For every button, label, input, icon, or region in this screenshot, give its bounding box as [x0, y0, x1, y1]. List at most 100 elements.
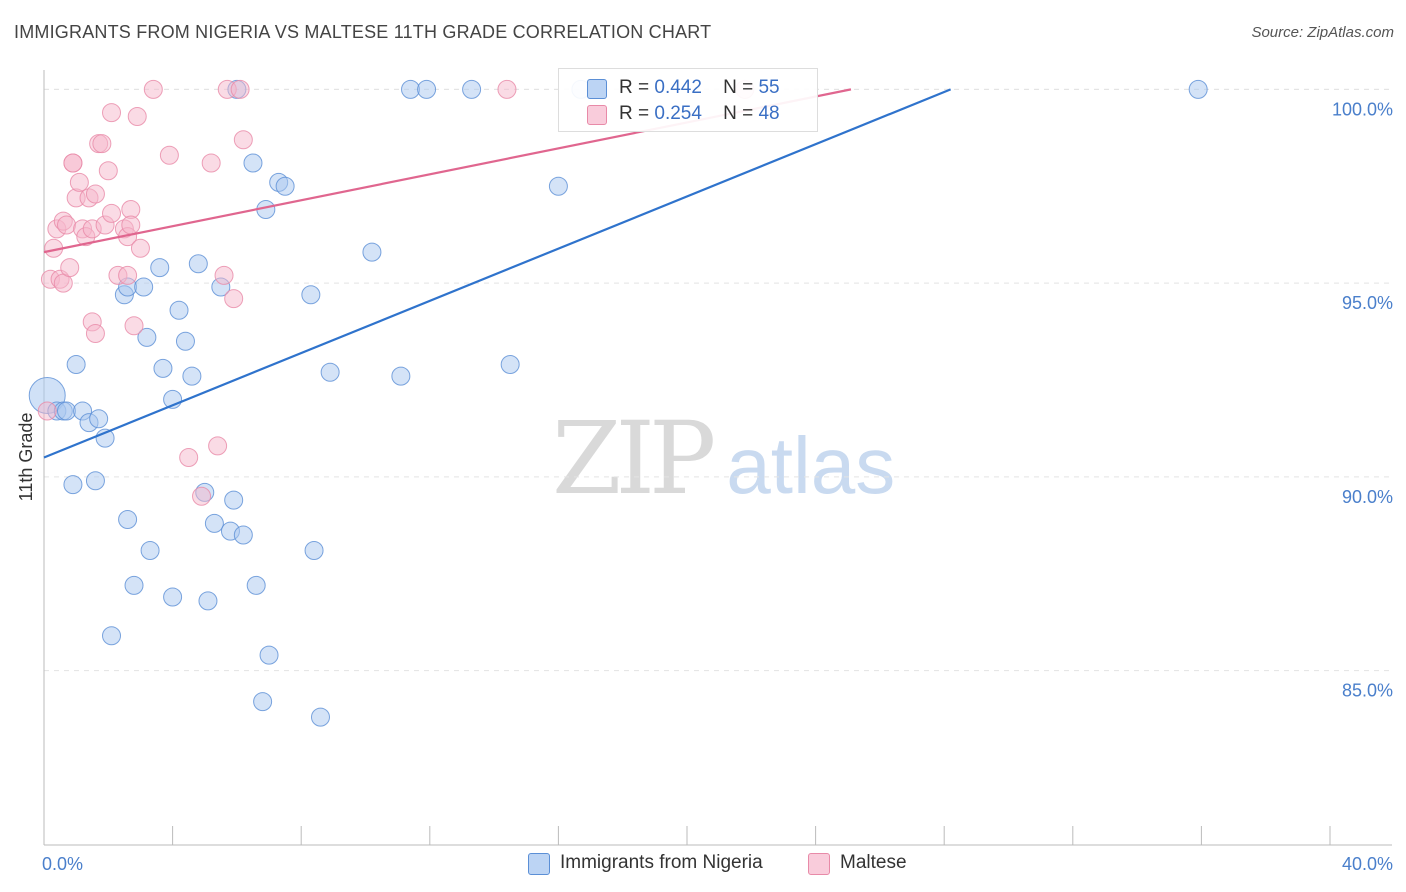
point-nigeria [118, 510, 138, 529]
point-nigeria [548, 176, 568, 196]
point-maltese [37, 401, 57, 421]
point-maltese [118, 265, 138, 285]
legend-n-value-maltese: 48 [758, 103, 780, 124]
point-nigeria [1188, 79, 1208, 99]
point-nigeria [102, 626, 122, 646]
point-nigeria [259, 645, 279, 665]
legend-swatch-pink [808, 853, 830, 875]
y-tick-label: 90.0% [1342, 487, 1393, 507]
point-nigeria [253, 692, 273, 712]
point-nigeria [500, 355, 520, 374]
point-maltese [497, 79, 517, 99]
point-nigeria [224, 490, 244, 510]
gridlines [44, 88, 1392, 672]
point-nigeria [163, 587, 183, 607]
data-points [28, 79, 1208, 727]
legend-r-value-nigeria: 0.442 [654, 77, 702, 98]
legend-swatch-blue [587, 79, 607, 99]
point-nigeria [310, 707, 330, 727]
point-maltese [233, 130, 253, 150]
point-nigeria [66, 355, 86, 374]
trend-line-nigeria [43, 88, 952, 459]
correlation-legend: R = 0.442 N = 55 R = 0.254 N = 48 [558, 68, 818, 132]
point-maltese [179, 448, 199, 467]
trend-lines [43, 88, 952, 459]
point-maltese [224, 289, 244, 309]
legend-r-value-maltese: 0.254 [654, 103, 702, 124]
point-nigeria [150, 258, 170, 278]
x-tick-label-max: 40.0% [1342, 854, 1393, 874]
legend-r-label: R = [619, 103, 650, 124]
legend-n-label: N = [723, 103, 754, 124]
x-tick-label-min: 0.0% [42, 854, 83, 874]
point-nigeria [85, 471, 105, 491]
legend-swatch-pink [587, 105, 607, 125]
y-axis-title: 11th Grade [16, 413, 36, 502]
watermark: ZIP atlas [552, 400, 895, 517]
point-maltese [60, 258, 80, 278]
legend-label-nigeria: Immigrants from Nigeria [560, 852, 763, 873]
point-nigeria [417, 79, 437, 99]
point-nigeria [304, 541, 324, 560]
axis-labels: 85.0% 90.0% 95.0% 100.0% 0.0% 40.0% 11th Grade [16, 99, 1393, 874]
point-nigeria [246, 575, 266, 595]
point-maltese [230, 79, 250, 99]
y-tick-label: 95.0% [1342, 293, 1393, 313]
legend-n-label: N = [723, 77, 754, 98]
point-nigeria [462, 79, 482, 99]
point-nigeria [275, 176, 295, 196]
point-nigeria [320, 362, 340, 382]
source-label: Source: ZipAtlas.com [1251, 24, 1394, 41]
point-maltese [85, 324, 105, 343]
axes [43, 70, 1392, 846]
chart-title: IMMIGRANTS FROM NIGERIA VS MALTESE 11TH … [14, 22, 712, 42]
point-maltese [102, 103, 122, 123]
point-maltese [201, 153, 221, 173]
point-nigeria [89, 409, 109, 429]
point-maltese [130, 238, 150, 258]
point-maltese [159, 145, 179, 165]
point-nigeria [134, 277, 154, 297]
point-nigeria [391, 366, 411, 386]
point-nigeria [188, 254, 208, 274]
point-maltese [102, 203, 122, 223]
point-nigeria [137, 327, 157, 347]
y-tick-label: 85.0% [1342, 681, 1393, 701]
y-tick-label: 100.0% [1332, 99, 1393, 119]
point-nigeria [301, 285, 321, 305]
point-maltese [143, 79, 163, 99]
point-nigeria [63, 475, 83, 495]
point-nigeria [153, 358, 173, 378]
point-maltese [98, 161, 118, 181]
point-nigeria [362, 242, 382, 262]
point-nigeria [401, 79, 421, 99]
point-maltese [208, 436, 228, 456]
legend-swatch-blue [528, 853, 550, 875]
legend-r-label: R = [619, 77, 650, 98]
point-maltese [63, 153, 83, 173]
point-nigeria [124, 575, 144, 595]
point-nigeria [182, 366, 202, 386]
point-nigeria [57, 401, 77, 421]
legend-label-maltese: Maltese [840, 852, 907, 873]
point-maltese [214, 265, 234, 285]
point-maltese [127, 107, 147, 126]
point-nigeria [198, 591, 218, 611]
point-maltese [121, 215, 141, 235]
point-nigeria [204, 513, 224, 533]
point-nigeria [169, 300, 189, 320]
point-nigeria [140, 541, 160, 560]
point-nigeria [243, 153, 263, 173]
point-maltese [57, 215, 77, 235]
point-maltese [124, 316, 144, 336]
point-maltese [92, 134, 112, 154]
point-maltese [192, 486, 212, 506]
legend-n-value-nigeria: 55 [758, 77, 780, 98]
point-maltese [85, 184, 105, 204]
point-maltese [69, 172, 89, 192]
point-nigeria [175, 331, 195, 351]
watermark-zip: ZIP [552, 400, 716, 517]
watermark-atlas: atlas [726, 421, 896, 510]
point-nigeria [233, 525, 253, 545]
